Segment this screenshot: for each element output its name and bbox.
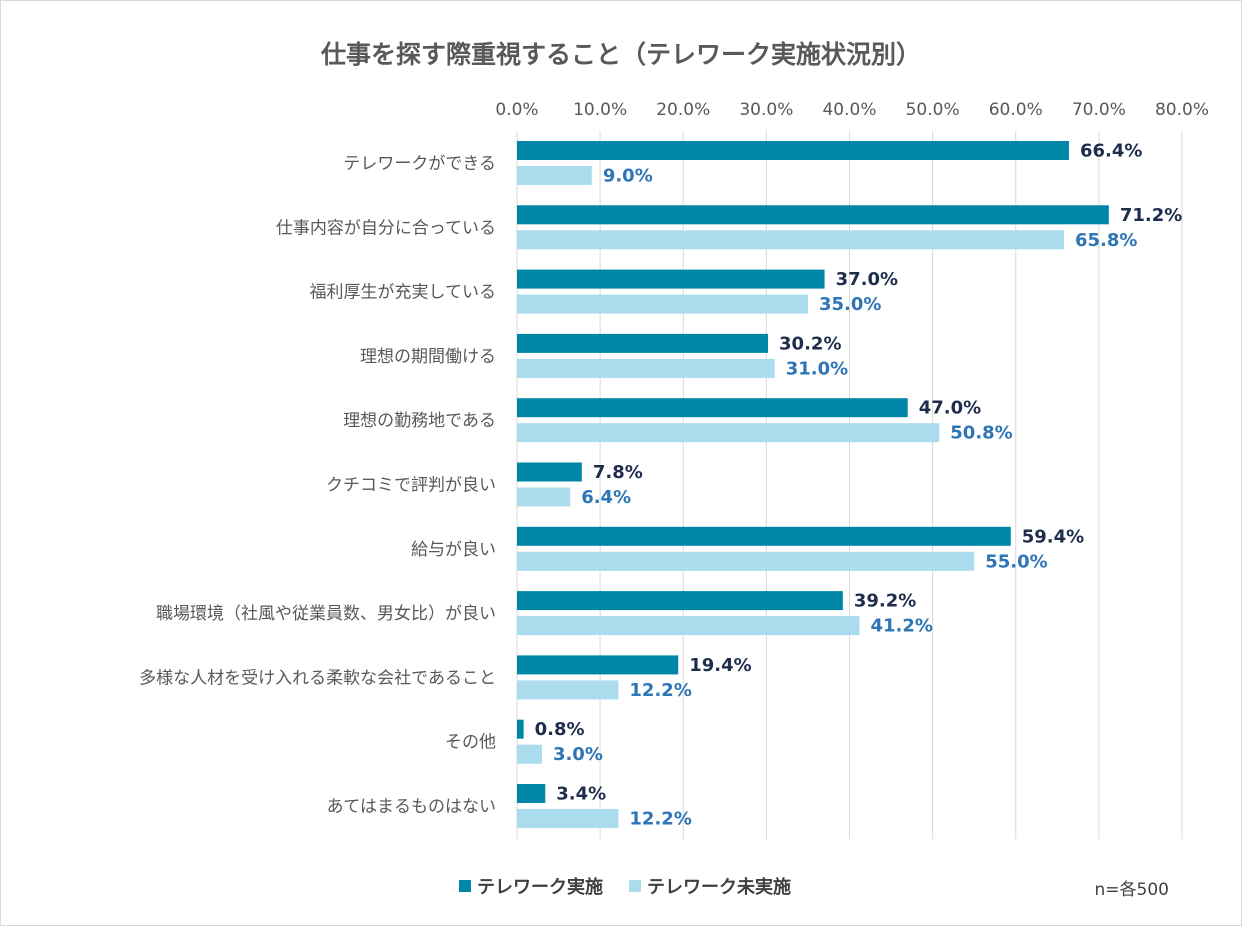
category-label: クチコミで評判が良い bbox=[326, 476, 496, 496]
bar bbox=[517, 526, 1011, 546]
bar bbox=[517, 655, 679, 675]
x-tick-label: 40.0% bbox=[822, 100, 876, 120]
x-tick-label: 70.0% bbox=[1072, 100, 1126, 120]
legend-label: テレワーク未実施 bbox=[647, 876, 791, 898]
category-label: あてはまるものはない bbox=[327, 797, 496, 817]
category-label: 仕事内容が自分に合っている bbox=[276, 218, 496, 238]
bar bbox=[517, 333, 769, 353]
x-tick-label: 10.0% bbox=[573, 100, 627, 120]
category-label: テレワークができる bbox=[343, 154, 496, 174]
data-label: 59.4% bbox=[1022, 526, 1084, 547]
data-label: 71.2% bbox=[1120, 205, 1182, 226]
bar bbox=[517, 423, 940, 443]
chart-title: 仕事を探す際重視すること（テレワーク実施状況別） bbox=[320, 40, 921, 69]
data-label: 0.8% bbox=[535, 719, 585, 740]
bar bbox=[517, 719, 524, 739]
bar bbox=[517, 591, 843, 611]
data-label: 12.2% bbox=[629, 680, 691, 701]
bar bbox=[517, 487, 571, 507]
data-label: 37.0% bbox=[836, 269, 898, 290]
bar bbox=[517, 269, 825, 289]
data-label: 6.4% bbox=[581, 487, 631, 508]
bar bbox=[517, 205, 1109, 225]
bar bbox=[517, 166, 592, 185]
legend-swatch bbox=[629, 880, 641, 892]
category-label: 職場環境（社風や従業員数、男女比）が良い bbox=[156, 604, 496, 624]
x-tick-label: 30.0% bbox=[739, 100, 793, 120]
data-label: 19.4% bbox=[689, 655, 751, 676]
category-label: 理想の期間働ける bbox=[360, 347, 496, 367]
bar bbox=[517, 230, 1064, 250]
data-label: 47.0% bbox=[919, 398, 981, 419]
x-tick-label: 80.0% bbox=[1155, 100, 1209, 120]
data-label: 65.8% bbox=[1075, 230, 1137, 251]
bar bbox=[517, 141, 1069, 160]
category-label: その他 bbox=[445, 733, 496, 753]
sample-size-note: n=各500 bbox=[1095, 880, 1169, 900]
category-label: 給与が良い bbox=[411, 540, 496, 560]
data-label: 12.2% bbox=[629, 809, 691, 830]
bar bbox=[517, 358, 775, 378]
data-label: 55.0% bbox=[985, 551, 1047, 572]
data-label: 35.0% bbox=[819, 294, 881, 315]
data-label: 9.0% bbox=[603, 166, 653, 187]
bar bbox=[517, 294, 808, 314]
data-label: 3.0% bbox=[553, 744, 603, 765]
x-tick-label: 0.0% bbox=[495, 100, 538, 120]
category-label: 理想の勤務地である bbox=[343, 411, 496, 431]
bar bbox=[517, 784, 546, 803]
data-label: 30.2% bbox=[779, 333, 841, 354]
data-label: 66.4% bbox=[1080, 141, 1142, 162]
data-label: 7.8% bbox=[593, 462, 643, 483]
x-tick-label: 60.0% bbox=[989, 100, 1043, 120]
bar bbox=[517, 398, 908, 418]
bar bbox=[517, 680, 619, 700]
x-tick-label: 50.0% bbox=[906, 100, 960, 120]
data-label: 3.4% bbox=[556, 784, 606, 805]
bar bbox=[517, 744, 542, 764]
bar bbox=[517, 551, 975, 571]
data-label: 39.2% bbox=[854, 591, 916, 612]
x-tick-label: 20.0% bbox=[656, 100, 710, 120]
data-label: 31.0% bbox=[786, 358, 848, 379]
category-label: 福利厚生が充実している bbox=[310, 283, 497, 303]
data-label: 41.2% bbox=[870, 616, 932, 637]
legend-swatch bbox=[459, 880, 471, 892]
category-label: 多様な人材を受け入れる柔軟な会社であること bbox=[139, 668, 496, 688]
data-label: 50.8% bbox=[950, 423, 1012, 444]
bar bbox=[517, 616, 860, 636]
bar bbox=[517, 462, 582, 482]
legend-label: テレワーク実施 bbox=[477, 876, 603, 898]
bar bbox=[517, 809, 619, 828]
